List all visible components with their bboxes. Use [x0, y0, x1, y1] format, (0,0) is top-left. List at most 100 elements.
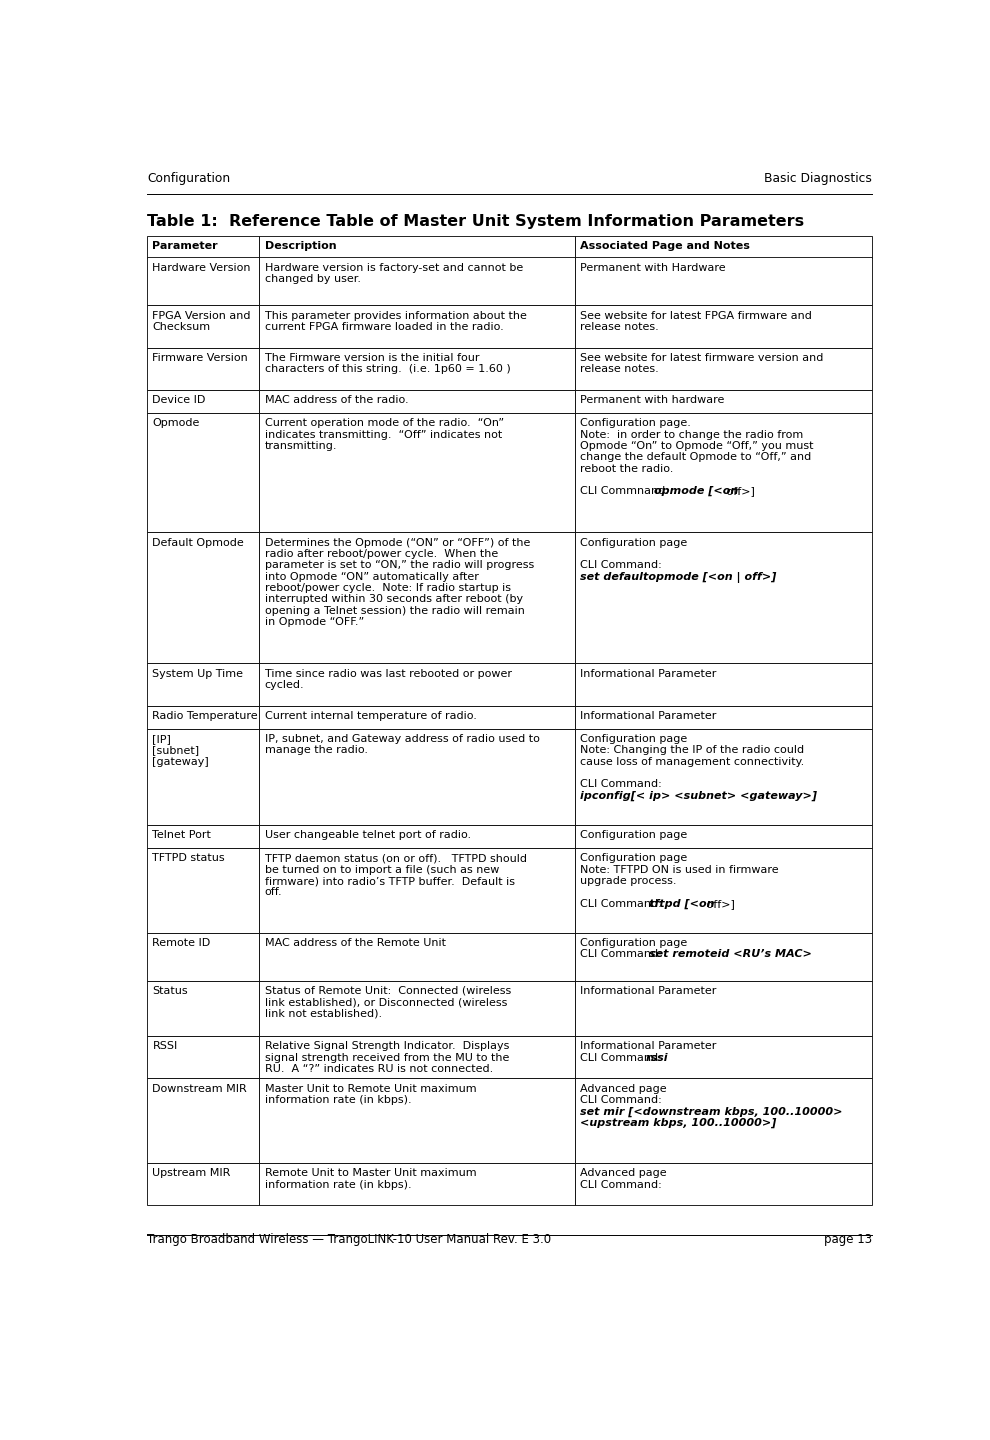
Bar	[147, 305, 259, 347]
Text: Time since radio was last rebooted or power: Time since radio was last rebooted or po…	[264, 668, 512, 678]
Text: be turned on to import a file (such as new: be turned on to import a file (such as n…	[264, 865, 499, 874]
Text: firmware) into radio’s TFTP buffer.  Default is: firmware) into radio’s TFTP buffer. Defa…	[264, 876, 515, 886]
Bar	[574, 664, 871, 706]
Text: RSSI: RSSI	[152, 1041, 177, 1051]
Text: CLI Command:: CLI Command:	[580, 1094, 661, 1104]
Bar	[147, 706, 259, 729]
Text: Associated Page and Notes: Associated Page and Notes	[580, 242, 749, 252]
Text: TFTP daemon status (on or off).   TFTPD should: TFTP daemon status (on or off). TFTPD sh…	[264, 854, 527, 864]
Bar	[574, 848, 871, 933]
Text: Informational Parameter: Informational Parameter	[580, 1041, 717, 1051]
Text: Checksum: Checksum	[152, 323, 211, 333]
Text: release notes.: release notes.	[580, 323, 658, 333]
Bar	[259, 848, 574, 933]
Bar	[574, 305, 871, 347]
Bar	[147, 848, 259, 933]
Text: Note: TFTPD ON is used in firmware: Note: TFTPD ON is used in firmware	[580, 865, 778, 874]
Text: indicates transmitting.  “Off” indicates not: indicates transmitting. “Off” indicates …	[264, 429, 502, 439]
Bar	[259, 1035, 574, 1079]
Text: MAC address of the radio.: MAC address of the radio.	[264, 396, 408, 405]
Bar	[574, 390, 871, 413]
Text: Current internal temperature of radio.: Current internal temperature of radio.	[264, 711, 476, 721]
Bar	[147, 1035, 259, 1079]
Bar	[259, 347, 574, 390]
Text: off>]: off>]	[703, 899, 735, 909]
Bar	[574, 981, 871, 1035]
Text: Table 1:  Reference Table of Master Unit System Information Parameters: Table 1: Reference Table of Master Unit …	[147, 215, 804, 229]
Text: cause loss of management connectivity.: cause loss of management connectivity.	[580, 756, 804, 766]
Bar	[574, 825, 871, 848]
Bar	[574, 347, 871, 390]
Text: Permanent with Hardware: Permanent with Hardware	[580, 264, 726, 274]
Bar	[259, 1164, 574, 1205]
Text: MAC address of the Remote Unit: MAC address of the Remote Unit	[264, 939, 446, 948]
Bar	[259, 981, 574, 1035]
Text: Hardware version is factory-set and cannot be: Hardware version is factory-set and cann…	[264, 264, 523, 274]
Text: CLI Command:: CLI Command:	[580, 899, 668, 909]
Text: radio after reboot/power cycle.  When the: radio after reboot/power cycle. When the	[264, 549, 498, 559]
Text: Configuration page: Configuration page	[580, 939, 687, 948]
Text: reboot/power cycle.  Note: If radio startup is: reboot/power cycle. Note: If radio start…	[264, 583, 511, 593]
Text: current FPGA firmware loaded in the radio.: current FPGA firmware loaded in the radi…	[264, 323, 504, 333]
Text: reboot the radio.: reboot the radio.	[580, 464, 673, 474]
Bar	[259, 413, 574, 533]
Bar	[574, 706, 871, 729]
Bar	[259, 664, 574, 706]
Text: transmitting.: transmitting.	[264, 441, 338, 451]
Text: signal strength received from the MU to the: signal strength received from the MU to …	[264, 1053, 509, 1063]
Bar	[147, 825, 259, 848]
Text: CLI Command:: CLI Command:	[580, 560, 661, 570]
Bar	[147, 413, 259, 533]
Text: release notes.: release notes.	[580, 364, 658, 374]
Bar	[259, 305, 574, 347]
Bar	[147, 1164, 259, 1205]
Text: [IP]: [IP]	[152, 734, 171, 744]
Bar	[574, 413, 871, 533]
Text: page 13: page 13	[824, 1233, 871, 1246]
Text: Opmode: Opmode	[152, 419, 200, 429]
Text: set defaultopmode [<on | off>]: set defaultopmode [<on | off>]	[580, 572, 776, 583]
Text: Advanced page: Advanced page	[580, 1084, 666, 1094]
Text: into Opmode “ON” automatically after: into Opmode “ON” automatically after	[264, 572, 478, 582]
Text: Configuration page: Configuration page	[580, 831, 687, 841]
Text: Basic Diagnostics: Basic Diagnostics	[763, 173, 871, 186]
Text: Opmode “On” to Opmode “Off,” you must: Opmode “On” to Opmode “Off,” you must	[580, 441, 814, 451]
Text: Parameter: Parameter	[152, 242, 218, 252]
Text: characters of this string.  (i.e. 1p60 = 1.60 ): characters of this string. (i.e. 1p60 = …	[264, 364, 511, 374]
Bar	[574, 933, 871, 981]
Bar	[259, 258, 574, 305]
Text: CLI Command:: CLI Command:	[580, 1179, 661, 1189]
Text: Informational Parameter: Informational Parameter	[580, 668, 717, 678]
Text: off.: off.	[264, 887, 282, 897]
Text: Status: Status	[152, 986, 188, 996]
Bar	[259, 933, 574, 981]
Text: Default Opmode: Default Opmode	[152, 537, 245, 547]
Text: parameter is set to “ON,” the radio will progress: parameter is set to “ON,” the radio will…	[264, 560, 534, 570]
Text: Upstream MIR: Upstream MIR	[152, 1168, 231, 1178]
Text: tftpd [<on: tftpd [<on	[648, 899, 718, 909]
Text: Telnet Port: Telnet Port	[152, 831, 211, 841]
Text: opmode [<on: opmode [<on	[654, 487, 742, 497]
Text: Device ID: Device ID	[152, 396, 206, 405]
Text: [gateway]: [gateway]	[152, 756, 209, 766]
Text: rssi: rssi	[646, 1053, 668, 1063]
Text: set remoteid <RU’s MAC>: set remoteid <RU’s MAC>	[648, 949, 812, 959]
Text: Hardware Version: Hardware Version	[152, 264, 250, 274]
Text: FPGA Version and: FPGA Version and	[152, 311, 250, 321]
Text: Current operation mode of the radio.  “On”: Current operation mode of the radio. “On…	[264, 419, 504, 429]
Text: Status of Remote Unit:  Connected (wireless: Status of Remote Unit: Connected (wirele…	[264, 986, 511, 996]
Text: TFTPD status: TFTPD status	[152, 854, 225, 864]
Bar	[147, 933, 259, 981]
Text: See website for latest firmware version and: See website for latest firmware version …	[580, 353, 824, 363]
Text: cycled.: cycled.	[264, 680, 304, 690]
Text: changed by user.: changed by user.	[264, 274, 360, 284]
Text: information rate (in kbps).: information rate (in kbps).	[264, 1179, 412, 1189]
Bar	[259, 729, 574, 825]
Bar	[259, 236, 574, 258]
Text: link not established).: link not established).	[264, 1008, 382, 1018]
Bar	[147, 347, 259, 390]
Text: information rate (in kbps).: information rate (in kbps).	[264, 1094, 412, 1104]
Text: Relative Signal Strength Indicator.  Displays: Relative Signal Strength Indicator. Disp…	[264, 1041, 509, 1051]
Bar	[147, 1079, 259, 1164]
Text: Advanced page: Advanced page	[580, 1168, 666, 1178]
